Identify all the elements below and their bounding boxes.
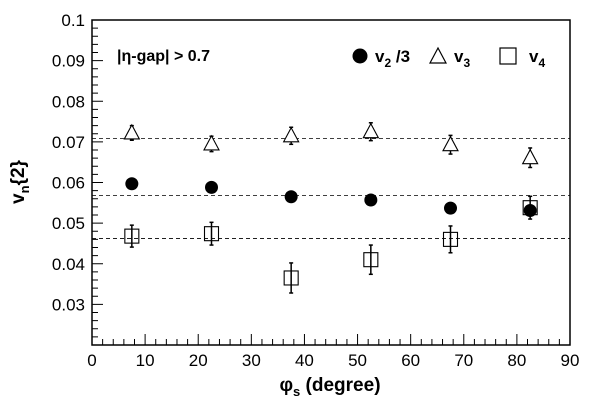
point-v3-1 [203, 134, 220, 151]
point-v3-0 [123, 123, 141, 140]
legend-label-v4: v4 [529, 47, 545, 70]
reference-lines [92, 138, 570, 239]
y-tick-label: 0.1 [61, 11, 85, 30]
axis-ticks [91, 19, 571, 346]
point-v4-5 [522, 200, 538, 216]
point-v4-2 [283, 270, 299, 286]
x-tick-label: 90 [561, 351, 580, 370]
point-v23-3 [364, 193, 378, 207]
point-v4-4 [442, 231, 459, 247]
x-axis-title: φs (degree) [279, 375, 380, 399]
point-v23-1 [205, 180, 218, 194]
point-v3-2 [282, 126, 300, 143]
x-tick-label: 50 [348, 351, 367, 370]
legend-marker-v2 [352, 48, 368, 64]
y-tick-label: 0.06 [52, 174, 85, 193]
legend-marker-v4 [499, 47, 517, 65]
x-tick-label: 20 [189, 351, 208, 370]
x-tick-label: 80 [507, 351, 526, 370]
y-tick-label: 0.08 [52, 92, 85, 111]
x-tick-label: 10 [136, 351, 155, 370]
x-tick-label: 60 [401, 351, 420, 370]
point-v3-3 [362, 122, 380, 139]
x-tick-label: 70 [454, 351, 473, 370]
point-v3-5 [521, 148, 539, 165]
point-v3-4 [442, 135, 459, 152]
y-tick-label: 0.04 [52, 255, 85, 274]
y-tick-label: 0.05 [52, 214, 85, 233]
y-tick-label: 0.03 [52, 295, 85, 314]
legend-label-v3: v3 [454, 47, 470, 70]
x-tick-label: 40 [295, 351, 314, 370]
point-v4-3 [363, 252, 379, 268]
eta-gap-annotation: |η-gap| > 0.7 [117, 48, 210, 65]
y-tick-label: 0.09 [52, 52, 85, 71]
point-v23-4 [444, 201, 457, 215]
point-v4-0 [124, 228, 140, 244]
point-v23-0 [125, 177, 139, 191]
legend-label-v2: v2 /3 [375, 47, 410, 70]
x-tick-label: 0 [87, 351, 96, 370]
legend-marker-v3 [429, 46, 447, 64]
point-v23-2 [284, 190, 298, 204]
x-tick-label: 30 [242, 351, 261, 370]
y-axis-title: vn{2} [8, 159, 32, 203]
data-points [123, 122, 539, 294]
legend: v2 /3 v3 v4 [352, 46, 545, 70]
point-v4-1 [203, 226, 220, 242]
plot-frame [91, 19, 571, 346]
tick-labels: 0 10 20 30 40 50 60 70 80 90 0.03 0.04 0.05 0.06 0.07 0… [52, 11, 580, 370]
y-tick-label: 0.07 [52, 133, 85, 152]
